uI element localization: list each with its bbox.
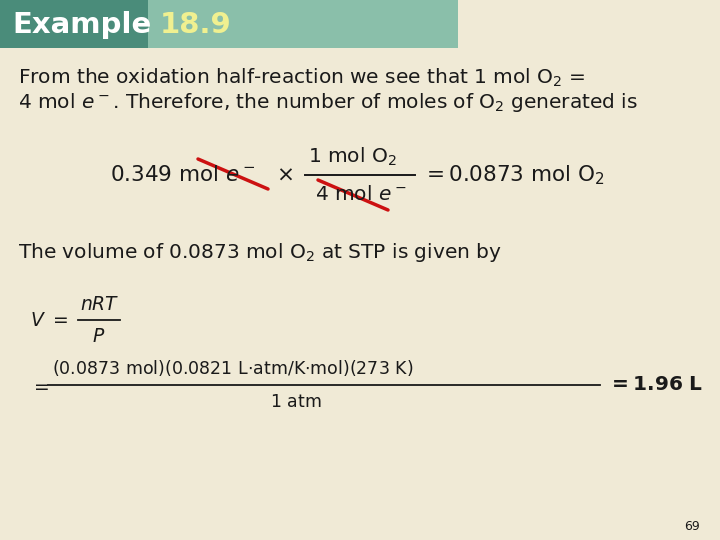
Text: $= 0.0873\ \mathrm{mol\ O_2}$: $= 0.0873\ \mathrm{mol\ O_2}$ [422, 163, 605, 187]
Bar [148, 0, 458, 48]
Text: $1\ \mathrm{atm}$: $1\ \mathrm{atm}$ [270, 393, 322, 411]
Text: 18.9: 18.9 [160, 11, 232, 39]
Text: Example: Example [12, 11, 151, 39]
Text: $=$: $=$ [30, 375, 50, 395]
Text: $nRT$: $nRT$ [80, 295, 120, 314]
Text: $4\ \mathrm{mol}\ \mathit{e}^-$: $4\ \mathrm{mol}\ \mathit{e}^-$ [315, 186, 407, 205]
Text: $\times$: $\times$ [276, 165, 293, 185]
Text: 69: 69 [684, 521, 700, 534]
Bar [0, 0, 148, 48]
Text: From the oxidation half-reaction we see that 1 mol O$_2$ =: From the oxidation half-reaction we see … [18, 67, 585, 89]
Text: $0.349\ \mathrm{mol}\ \mathit{e}^-$: $0.349\ \mathrm{mol}\ \mathit{e}^-$ [110, 165, 256, 185]
Text: $(0.0873\ \mathrm{mol})(0.0821\ \mathrm{L{\cdot}atm/K{\cdot}mol})(273\ \mathrm{K: $(0.0873\ \mathrm{mol})(0.0821\ \mathrm{… [52, 358, 413, 378]
Text: The volume of 0.0873 mol O$_2$ at STP is given by: The volume of 0.0873 mol O$_2$ at STP is… [18, 240, 502, 264]
Text: $1\ \mathrm{mol\ O_2}$: $1\ \mathrm{mol\ O_2}$ [308, 146, 397, 168]
Text: $\mathbf{= 1.96\ L}$: $\mathbf{= 1.96\ L}$ [608, 375, 703, 395]
Text: 4 mol $e^-$. Therefore, the number of moles of O$_2$ generated is: 4 mol $e^-$. Therefore, the number of mo… [18, 91, 638, 114]
Text: $P$: $P$ [92, 327, 105, 346]
Text: $V\ =\ $: $V\ =\ $ [30, 310, 68, 329]
